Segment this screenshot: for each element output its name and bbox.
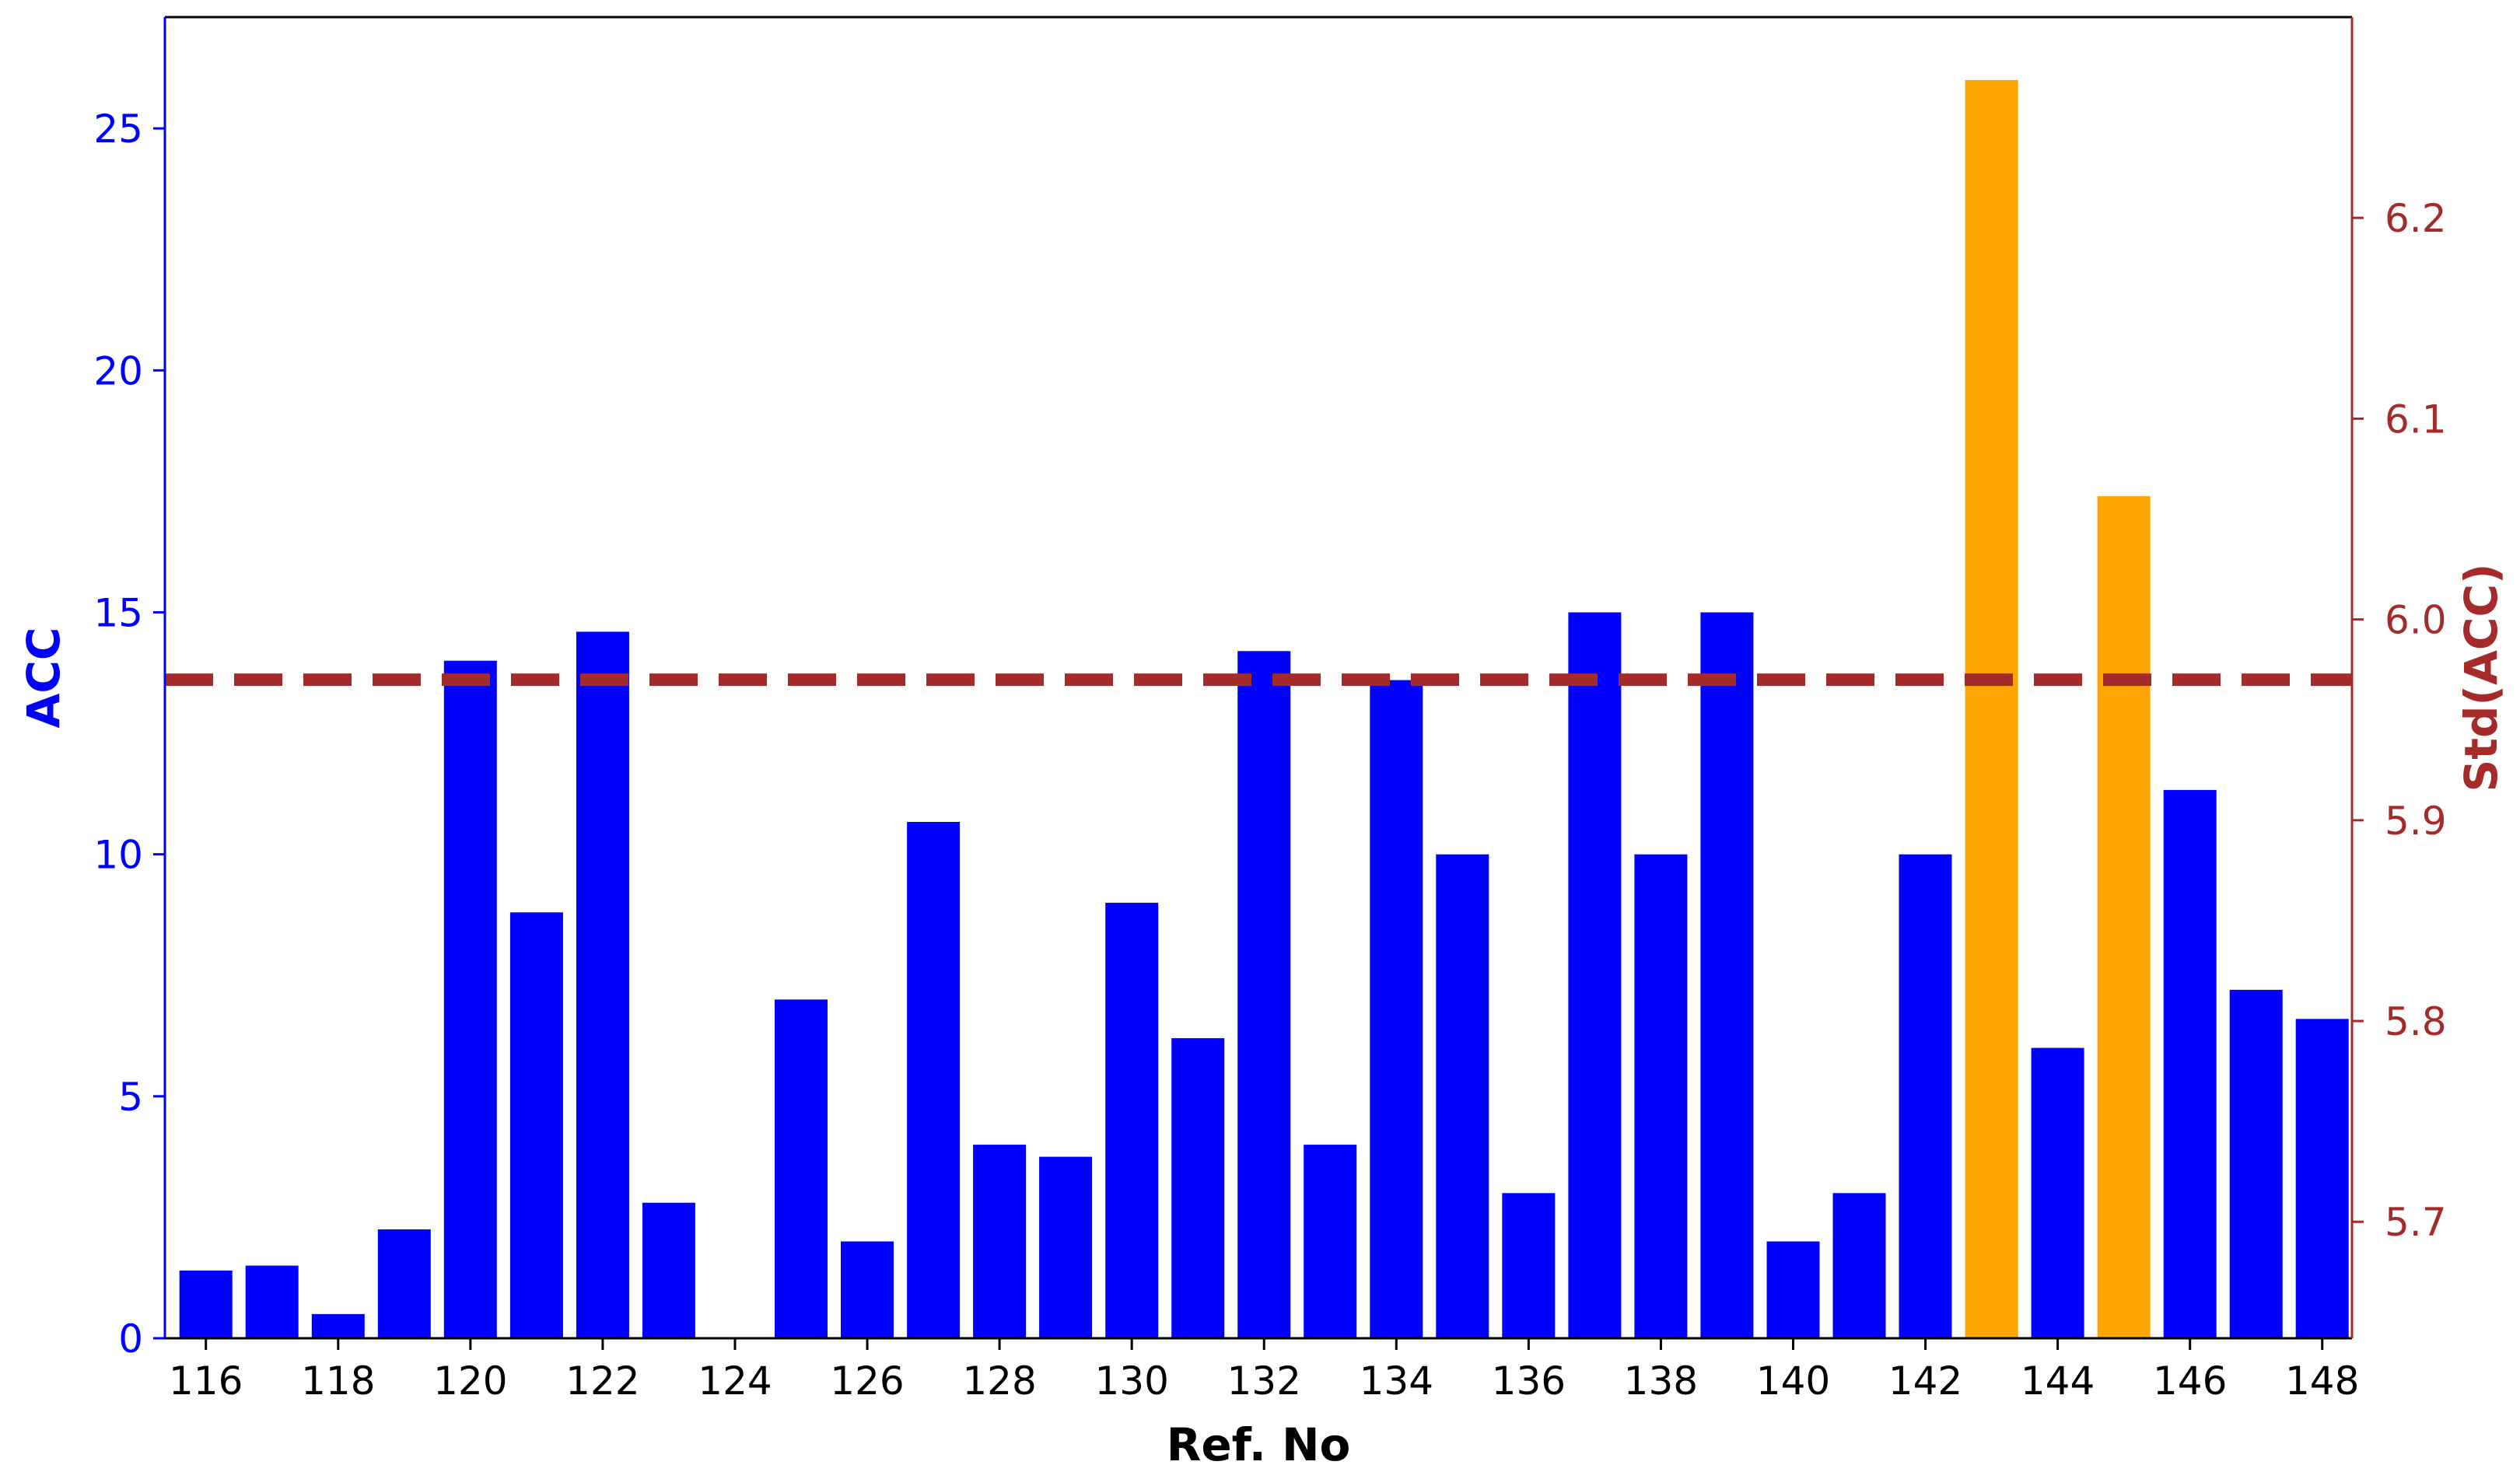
y-right-tick-label-6.2: 6.2 (2385, 196, 2447, 241)
bar-142 (1899, 854, 1952, 1338)
bar-120 (443, 660, 497, 1338)
y-left-tick-label-5: 5 (118, 1075, 143, 1120)
x-tick-label-116: 116 (169, 1358, 243, 1404)
y-axis-right-title: Std(ACC) (2455, 563, 2508, 792)
y-left-tick-label-20: 20 (93, 348, 143, 393)
bar-122 (576, 631, 629, 1338)
y-left-tick-label-25: 25 (93, 107, 143, 152)
y-right-tick-label-5.7: 5.7 (2385, 1200, 2447, 1245)
x-tick-label-124: 124 (698, 1358, 772, 1404)
bar-138 (1634, 854, 1688, 1338)
x-tick-label-140: 140 (1756, 1358, 1830, 1404)
bar-127 (907, 822, 961, 1338)
bar-125 (775, 999, 828, 1338)
bar-141 (1832, 1193, 1886, 1338)
bar-146 (2163, 789, 2217, 1338)
bar-133 (1304, 1145, 1357, 1338)
x-tick-label-142: 142 (1888, 1358, 1962, 1404)
bar-129 (1039, 1156, 1093, 1338)
bar-147 (2229, 989, 2283, 1338)
x-tick-label-134: 134 (1360, 1358, 1433, 1404)
bar-134 (1370, 680, 1423, 1338)
bar-118 (311, 1313, 365, 1338)
x-tick-label-146: 146 (2153, 1358, 2227, 1404)
x-tick-label-136: 136 (1492, 1358, 1566, 1404)
bar-117 (245, 1265, 299, 1338)
bar-116 (179, 1270, 233, 1338)
bar-144 (2031, 1047, 2084, 1338)
bar-145 (2097, 496, 2151, 1338)
bar-140 (1766, 1241, 1820, 1338)
bar-121 (509, 912, 563, 1338)
bar-148 (2295, 1019, 2349, 1338)
bar-137 (1568, 612, 1622, 1338)
x-tick-label-130: 130 (1094, 1358, 1168, 1404)
bar-130 (1105, 902, 1159, 1338)
x-tick-label-126: 126 (830, 1358, 904, 1404)
bar-123 (642, 1202, 695, 1338)
x-axis-title: Ref. No (1167, 1418, 1351, 1471)
x-tick-label-138: 138 (1624, 1358, 1698, 1404)
bar-139 (1700, 612, 1754, 1338)
y-right-tick-label-6.1: 6.1 (2385, 397, 2447, 442)
bars-group (179, 79, 2349, 1338)
y-left-tick-label-15: 15 (93, 591, 143, 636)
axes-group: 116 118 120 122 124 126 128 130 132 134 136 138 140 1… (93, 16, 2447, 1404)
y-right-tick-label-5.9: 5.9 (2385, 799, 2447, 844)
x-tick-label-118: 118 (301, 1358, 375, 1404)
x-tick-label-148: 148 (2285, 1358, 2359, 1404)
y-left-tick-label-0: 0 (118, 1316, 143, 1362)
y-axis-left-title: ACC (17, 627, 70, 728)
x-tick-label-144: 144 (2021, 1358, 2095, 1404)
bar-143 (1965, 79, 2018, 1338)
bar-126 (841, 1241, 894, 1338)
x-tick-label-128: 128 (962, 1358, 1036, 1404)
y-right-tick-label-6.0: 6.0 (2385, 598, 2447, 643)
x-tick-label-122: 122 (565, 1358, 639, 1404)
bar-131 (1171, 1038, 1225, 1338)
bar-135 (1436, 854, 1489, 1338)
y-left-tick-label-10: 10 (93, 833, 143, 878)
bar-119 (377, 1229, 431, 1338)
bar-128 (973, 1145, 1027, 1338)
bar-132 (1237, 651, 1291, 1338)
x-tick-label-120: 120 (433, 1358, 507, 1404)
y-right-tick-label-5.8: 5.8 (2385, 999, 2447, 1044)
bar-136 (1502, 1193, 1556, 1338)
x-tick-label-132: 132 (1227, 1358, 1300, 1404)
